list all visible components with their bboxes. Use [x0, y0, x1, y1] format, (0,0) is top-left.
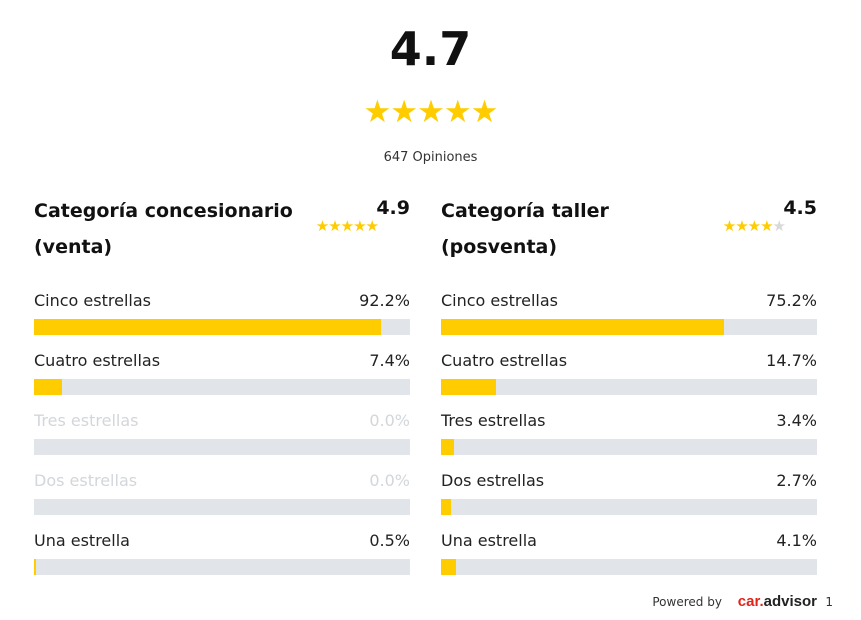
- rating-percent: 75.2%: [766, 291, 817, 310]
- rating-label: Dos estrellas: [441, 471, 545, 490]
- rating-label: Cuatro estrellas: [441, 351, 568, 370]
- category-stars: ★★★★★: [722, 217, 786, 235]
- rating-bar-track: [34, 559, 410, 575]
- overall-score: 4.7: [389, 22, 472, 76]
- rating-bar-track: [441, 439, 817, 455]
- category-header: Categoría concesionario (venta) ★★★★★ 4.…: [34, 193, 410, 289]
- logo-car: car.: [737, 593, 764, 610]
- rating-row-five: Cinco estrellas 75.2%: [441, 289, 817, 349]
- category-title: Categoría concesionario (venta): [34, 200, 293, 258]
- rating-percent: 92.2%: [359, 291, 410, 310]
- powered-by: Powered by car.advisor 1: [652, 592, 833, 612]
- rating-row-three: Tres estrellas 3.4%: [441, 409, 817, 469]
- rating-percent: 14.7%: [766, 351, 817, 370]
- rating-bar-fill: [441, 439, 454, 455]
- rating-label: Cuatro estrellas: [34, 351, 161, 370]
- rating-label: Una estrella: [441, 531, 537, 550]
- rating-bar-track: [34, 439, 410, 455]
- rating-bar-fill: [441, 499, 452, 515]
- category-workshop: Categoría taller (posventa) ★★★★★ 4.5 Ci…: [441, 193, 817, 589]
- rating-bar-fill: [34, 559, 36, 575]
- rating-percent: 0.0%: [369, 411, 410, 430]
- rating-bar-fill: [441, 319, 724, 335]
- category-stars: ★★★★★: [315, 217, 379, 235]
- overall-review-count: 647 Opiniones: [383, 150, 478, 165]
- rating-label: Cinco estrellas: [34, 291, 151, 310]
- rating-bar-fill: [441, 379, 497, 395]
- star-icon: ★★★★★: [315, 217, 379, 235]
- rating-bar-track: [441, 499, 817, 515]
- category-dealership: Categoría concesionario (venta) ★★★★★ 4.…: [34, 193, 410, 589]
- category-score: 4.9: [376, 197, 410, 219]
- rating-row-five: Cinco estrellas 92.2%: [34, 289, 410, 349]
- rating-bar-fill: [34, 379, 62, 395]
- rating-label: Una estrella: [34, 531, 130, 550]
- rating-bar-track: [34, 379, 410, 395]
- rating-row-one: Una estrella 4.1%: [441, 529, 817, 589]
- rating-label: Cinco estrellas: [441, 291, 558, 310]
- rating-label: Tres estrellas: [441, 411, 546, 430]
- logo-suffix: 1: [825, 595, 833, 609]
- rating-percent: 0.5%: [369, 531, 410, 550]
- rating-percent: 0.0%: [369, 471, 410, 490]
- rating-bar-fill: [34, 319, 381, 335]
- rating-percent: 3.4%: [776, 411, 817, 430]
- rating-percent: 2.7%: [776, 471, 817, 490]
- rating-label: Dos estrellas: [34, 471, 138, 490]
- powered-by-label: Powered by: [652, 595, 722, 609]
- category-title: Categoría taller (posventa): [441, 200, 609, 258]
- rating-percent: 4.1%: [776, 531, 817, 550]
- rating-bar-track: [34, 319, 410, 335]
- rating-bar-track: [441, 379, 817, 395]
- rating-bar-track: [441, 559, 817, 575]
- rating-row-four: Cuatro estrellas 7.4%: [34, 349, 410, 409]
- star-half-icon: ★: [772, 217, 786, 235]
- rating-bar-track: [34, 499, 410, 515]
- caradvisor-logo-link[interactable]: car.advisor: [738, 593, 817, 610]
- rating-row-three: Tres estrellas 0.0%: [34, 409, 410, 469]
- rating-row-one: Una estrella 0.5%: [34, 529, 410, 589]
- rating-row-four: Cuatro estrellas 14.7%: [441, 349, 817, 409]
- category-header: Categoría taller (posventa) ★★★★★ 4.5: [441, 193, 817, 289]
- rating-bar-fill: [441, 559, 457, 575]
- rating-bar-track: [441, 319, 817, 335]
- star-icon: ★★★★: [722, 217, 774, 235]
- rating-label: Tres estrellas: [34, 411, 139, 430]
- rating-row-two: Dos estrellas 0.0%: [34, 469, 410, 529]
- overall-stars: ★★★★★: [363, 94, 499, 130]
- rating-row-two: Dos estrellas 2.7%: [441, 469, 817, 529]
- category-score: 4.5: [783, 197, 817, 219]
- rating-percent: 7.4%: [369, 351, 410, 370]
- logo-advisor: advisor: [763, 593, 817, 610]
